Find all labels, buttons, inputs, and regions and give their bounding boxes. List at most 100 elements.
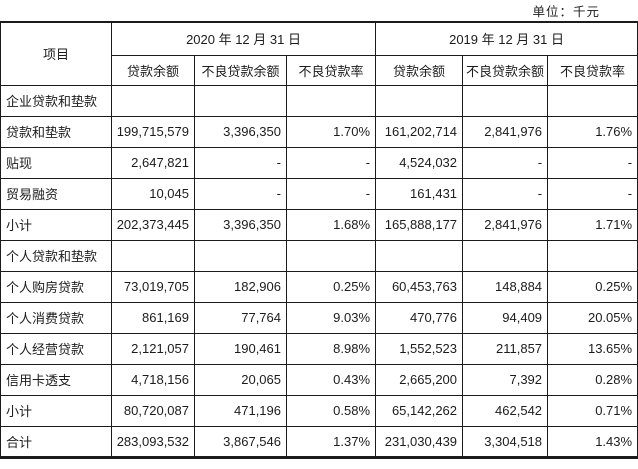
cell-value: 0.25% <box>547 270 638 303</box>
cell-value: 20,065 <box>194 363 287 396</box>
table-row: 个人消费贷款 861,169 77,764 9.03% 470,776 94,4… <box>0 301 638 334</box>
row-label: 小计 <box>0 394 112 427</box>
col-header-npl-ratio-2020: 不良贷款率 <box>285 54 377 86</box>
cell-value: 2,665,200 <box>375 363 464 396</box>
item-column-header: 项目 <box>0 21 112 86</box>
cell-value: 471,196 <box>194 394 287 427</box>
cell-value: 470,776 <box>375 301 464 334</box>
cell-value <box>111 239 195 272</box>
cell-value: 2,647,821 <box>111 146 195 179</box>
cell-value: 199,715,579 <box>111 115 195 148</box>
cell-value: 161,431 <box>375 177 464 210</box>
cell-value: 190,461 <box>194 332 287 365</box>
cell-value <box>111 84 195 117</box>
cell-value: 10,045 <box>111 177 195 210</box>
cell-value <box>462 84 549 117</box>
row-label: 合计 <box>0 425 112 458</box>
row-label: 个人购房贷款 <box>0 270 112 303</box>
table-row: 个人贷款和垫款 <box>0 239 638 272</box>
cell-value: 9.03% <box>285 301 377 334</box>
row-label: 个人经营贷款 <box>0 332 112 365</box>
cell-value: 1.76% <box>547 115 638 148</box>
table-header-row-metrics: 贷款余额 不良贷款余额 不良贷款率 贷款余额 不良贷款余额 不良贷款率 <box>1 54 638 86</box>
table-row: 贷款和垫款 199,715,579 3,396,350 1.70% 161,20… <box>0 115 638 148</box>
row-label: 个人消费贷款 <box>0 301 112 334</box>
row-label: 信用卡透支 <box>0 363 112 396</box>
table-row: 小计 202,373,445 3,396,350 1.68% 165,888,1… <box>0 208 638 241</box>
cell-value: - <box>194 146 287 179</box>
col-header-npl-ratio-2019: 不良贷款率 <box>547 54 638 86</box>
cell-value: 4,718,156 <box>111 363 195 396</box>
cell-value: 202,373,445 <box>111 208 195 241</box>
table-row: 小计 80,720,087 471,196 0.58% 65,142,262 4… <box>0 394 638 427</box>
table-header-row-years: 项目 2020 年 12 月 31 日 2019 年 12 月 31 日 <box>0 21 638 86</box>
cell-value <box>285 239 377 272</box>
cell-value: 1.37% <box>285 425 377 458</box>
cell-value: 77,764 <box>194 301 287 334</box>
cell-value: 0.28% <box>547 363 638 396</box>
table-row: 贴现 2,647,821 - - 4,524,032 - - <box>0 146 638 179</box>
cell-value: 13.65% <box>547 332 638 365</box>
cell-value: 1.70% <box>285 115 377 148</box>
cell-value <box>547 239 638 272</box>
cell-value: - <box>285 146 377 179</box>
cell-value: 2,841,976 <box>462 208 549 241</box>
cell-value: 4,524,032 <box>375 146 464 179</box>
cell-value: 165,888,177 <box>375 208 464 241</box>
cell-value: 60,453,763 <box>375 270 464 303</box>
cell-value: 283,093,532 <box>111 425 195 458</box>
cell-value: 182,906 <box>194 270 287 303</box>
table-row: 个人购房贷款 73,019,705 182,906 0.25% 60,453,7… <box>0 270 638 303</box>
cell-value: - <box>462 177 549 210</box>
cell-value: 94,409 <box>462 301 549 334</box>
cell-value: - <box>547 177 638 210</box>
cell-value: 161,202,714 <box>375 115 464 148</box>
cell-value: - <box>285 177 377 210</box>
table-row: 信用卡透支 4,718,156 20,065 0.43% 2,665,200 7… <box>0 363 638 396</box>
cell-value <box>194 239 287 272</box>
cell-value: 0.71% <box>547 394 638 427</box>
col-header-npl-balance-2020: 不良贷款余额 <box>194 54 287 86</box>
cell-value: 8.98% <box>285 332 377 365</box>
cell-value: 80,720,087 <box>111 394 195 427</box>
cell-value: 148,884 <box>462 270 549 303</box>
cell-value: 20.05% <box>547 301 638 334</box>
cell-value <box>194 84 287 117</box>
row-label: 小计 <box>0 208 112 241</box>
cell-value: 7,392 <box>462 363 549 396</box>
cell-value: 861,169 <box>111 301 195 334</box>
cell-value: 462,542 <box>462 394 549 427</box>
cell-value: - <box>194 177 287 210</box>
row-label: 个人贷款和垫款 <box>0 239 112 272</box>
col-header-npl-balance-2019: 不良贷款余额 <box>462 54 549 86</box>
cell-value: - <box>547 146 638 179</box>
cell-value: 0.58% <box>285 394 377 427</box>
cell-value: 1,552,523 <box>375 332 464 365</box>
table-row: 个人经营贷款 2,121,057 190,461 8.98% 1,552,523… <box>0 332 638 365</box>
cell-value <box>462 239 549 272</box>
cell-value <box>375 239 464 272</box>
cell-value: 0.25% <box>285 270 377 303</box>
cell-value: 2,841,976 <box>462 115 549 148</box>
cell-value: 1.71% <box>547 208 638 241</box>
table-row: 合计 283,093,532 3,867,546 1.37% 231,030,4… <box>0 425 638 458</box>
col-header-loan-balance-2020: 贷款余额 <box>111 54 195 86</box>
cell-value: 0.43% <box>285 363 377 396</box>
cell-value: 211,857 <box>462 332 549 365</box>
loan-breakdown-table: 项目 2020 年 12 月 31 日 2019 年 12 月 31 日 贷款余… <box>0 21 638 459</box>
cell-value: 73,019,705 <box>111 270 195 303</box>
row-label: 贷款和垫款 <box>0 115 112 148</box>
cell-value: 3,304,518 <box>462 425 549 458</box>
year-2019-header: 2019 年 12 月 31 日 <box>375 21 638 56</box>
cell-value <box>547 84 638 117</box>
cell-value: 3,867,546 <box>194 425 287 458</box>
cell-value: 2,121,057 <box>111 332 195 365</box>
cell-value: 65,142,262 <box>375 394 464 427</box>
cell-value: 3,396,350 <box>194 115 287 148</box>
row-label: 贴现 <box>0 146 112 179</box>
table-row: 贸易融资 10,045 - - 161,431 - - <box>0 177 638 210</box>
cell-value: 3,396,350 <box>194 208 287 241</box>
unit-label: 单位：千元 <box>532 5 600 19</box>
col-header-loan-balance-2019: 贷款余额 <box>375 54 464 86</box>
